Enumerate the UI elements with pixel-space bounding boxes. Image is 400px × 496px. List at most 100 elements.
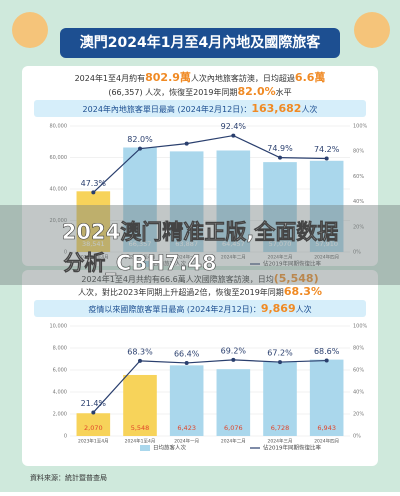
line-point xyxy=(324,156,329,161)
bar-label: 5,548 xyxy=(131,424,150,432)
line-point xyxy=(91,410,96,415)
legend-label: 日均旅客人次 xyxy=(153,260,187,268)
charts: 0 20,000 40,000 60,000 80,000 0% 20% 40% 60% 80% 1… xyxy=(50,122,368,451)
y2-tick-label: 80% xyxy=(353,346,364,352)
x-tick-label: 2024年四月 xyxy=(314,438,339,445)
line-label: 74.9% xyxy=(267,144,293,153)
line-point xyxy=(91,190,96,195)
y2-tick-label: 80% xyxy=(353,149,364,155)
line-point xyxy=(324,358,329,363)
peak-bar xyxy=(34,300,366,317)
peak-text: 2024年內地旅客單日最高 (2024年2月12日)：163,682人次 xyxy=(83,102,318,115)
bar xyxy=(123,374,157,436)
y2-tick-label: 40% xyxy=(353,199,364,205)
title: 澳門2024年1月至4月內地及國際旅客 xyxy=(80,34,321,51)
overlay-band xyxy=(0,205,400,285)
bar-label: 6,943 xyxy=(317,424,336,432)
bar xyxy=(216,150,251,252)
panel-text: 人次，對比2023年同期上升超過2倍，恢復至2019年同期68.3% xyxy=(78,285,322,298)
bar xyxy=(169,365,204,436)
peak-bar xyxy=(34,100,366,117)
y2-tick-label: 60% xyxy=(353,174,364,180)
bar-label: 2,070 xyxy=(84,424,103,432)
y-tick-label: 0 xyxy=(64,250,67,256)
y2-tick-label: 100% xyxy=(353,324,368,330)
bar xyxy=(263,361,297,436)
bar-label: 57,070 xyxy=(269,240,292,248)
decoration xyxy=(12,12,48,48)
bar-label: 38,541 xyxy=(82,240,105,248)
bar xyxy=(309,160,344,252)
x-tick-label: 2024年1至4月 xyxy=(125,438,156,445)
decoration xyxy=(354,12,390,48)
y-tick-label: 20,000 xyxy=(50,218,68,224)
line-label: 21.4% xyxy=(81,399,107,408)
bar xyxy=(263,162,297,252)
x-tick-label: 2024年四月 xyxy=(314,254,339,261)
line-label: 92.4% xyxy=(221,122,247,131)
legend-label: 佔2019年同期恢復比率 xyxy=(263,260,321,268)
line-label: 74.2% xyxy=(314,145,340,154)
y2-tick-label: 0% xyxy=(353,250,361,256)
x-tick-label: 2023年1至4月 xyxy=(78,254,109,261)
bar xyxy=(309,359,344,436)
overlay-text: 2024澳门精准正版,全面数据 xyxy=(62,220,338,244)
line-point xyxy=(278,155,282,160)
line-label: 68.6% xyxy=(314,347,340,356)
y2-tick-label: 20% xyxy=(353,412,364,418)
y-tick-label: 80,000 xyxy=(50,124,68,130)
y2-tick-label: 20% xyxy=(353,224,364,230)
legend-label: 日均旅客人次 xyxy=(153,444,187,452)
x-tick-label: 2024年二月 xyxy=(221,438,246,445)
bar-label: 66,357 xyxy=(129,240,152,248)
bar-label: 6,076 xyxy=(224,424,243,432)
legend-label: 佔2019年同期恢復比率 xyxy=(263,444,321,452)
line-label: 82.0% xyxy=(127,135,153,144)
panel-text: (66,357) 人次，恢復至2019年同期82.0%水平 xyxy=(108,85,291,98)
line-label: 66.4% xyxy=(174,349,200,358)
legend-swatch xyxy=(140,261,150,267)
bar xyxy=(216,369,251,436)
x-tick-label: 2024年三月 xyxy=(268,254,293,261)
x-tick-label: 2024年1至4月 xyxy=(125,254,156,261)
y-tick-label: 10,000 xyxy=(50,324,68,330)
bar-label: 64,457 xyxy=(222,240,245,248)
bar-label: 6,728 xyxy=(271,424,290,432)
line-point xyxy=(231,133,236,138)
bar-label: 63,887 xyxy=(175,240,198,248)
x-tick-label: 2024年二月 xyxy=(221,254,246,261)
line-label: 67.2% xyxy=(267,349,293,358)
y-tick-label: 4,000 xyxy=(53,390,67,396)
legend-swatch xyxy=(140,445,150,451)
y2-tick-label: 60% xyxy=(353,368,364,374)
bar xyxy=(123,147,157,252)
panel-text: 2024年1至4月共約有66.6萬人次國際旅客訪澳，日均(5,548) xyxy=(81,272,318,285)
source: 資料來源：統計暨普查局 xyxy=(30,473,107,482)
bar xyxy=(76,191,111,252)
y-tick-label: 2,000 xyxy=(53,412,67,418)
y-tick-label: 6,000 xyxy=(53,368,67,374)
bar-label: 57,910 xyxy=(315,240,338,248)
y2-tick-label: 40% xyxy=(353,390,364,396)
title-banner xyxy=(60,28,340,58)
x-tick-label: 2023年1至4月 xyxy=(78,438,109,445)
line-label: 68.3% xyxy=(127,347,153,356)
panel-text: 2024年1至4月約有802.9萬人次內地旅客訪澳，日均超過6.6萬 xyxy=(75,70,326,84)
peak-text: 疫情以來國際旅客單日最高 (2024年2月12日)：9,869人次 xyxy=(88,302,311,315)
y-tick-label: 0 xyxy=(64,434,67,440)
x-tick-label: 2024年一月 xyxy=(174,438,199,445)
line-point xyxy=(184,141,189,146)
bar-label: 6,423 xyxy=(177,424,196,432)
bar xyxy=(76,413,111,436)
line-label: 69.2% xyxy=(221,346,247,355)
line-point xyxy=(231,357,236,362)
line-point xyxy=(138,358,142,363)
y-tick-label: 60,000 xyxy=(50,155,68,161)
overlay-text: 分析_CBH7.48 xyxy=(63,251,216,275)
line xyxy=(92,359,327,413)
line-point xyxy=(184,360,189,365)
x-tick-label: 2024年三月 xyxy=(268,438,293,445)
y2-tick-label: 0% xyxy=(353,434,361,440)
line-label: 47.3% xyxy=(81,179,107,188)
